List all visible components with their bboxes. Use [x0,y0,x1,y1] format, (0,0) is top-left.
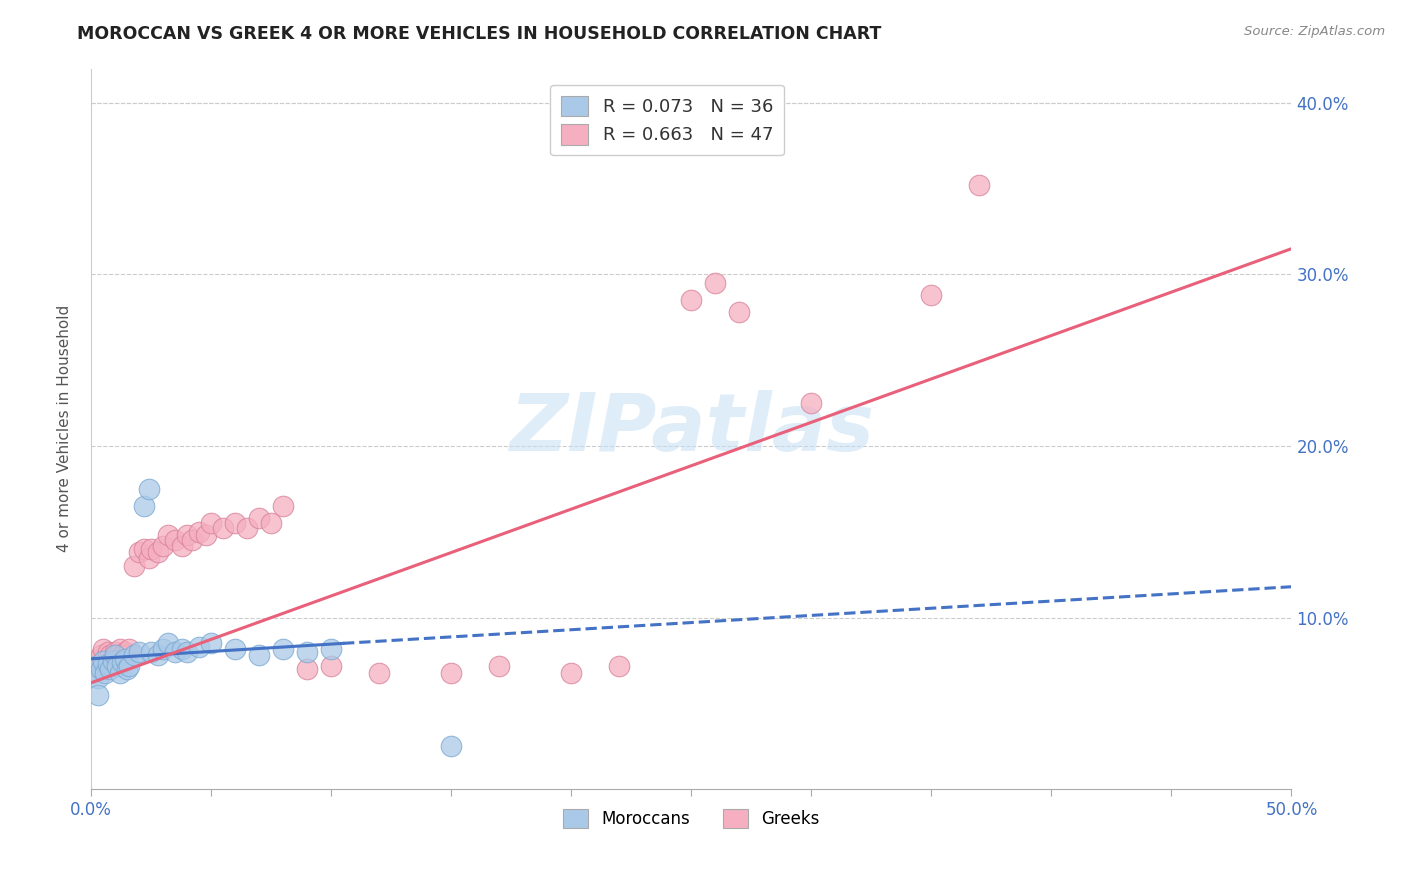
Point [90,662,112,676]
Point [176,645,198,659]
Point [114,652,136,666]
Point [271,641,294,656]
Text: Source: ZipAtlas.com: Source: ZipAtlas.com [1244,25,1385,38]
Y-axis label: 4 or more Vehicles in Household: 4 or more Vehicles in Household [58,305,72,552]
Point [138,550,160,565]
Point [146,545,169,559]
Point [84,658,107,673]
Point [188,524,211,539]
Point [295,645,318,659]
Point [115,648,138,663]
Point [152,641,174,656]
Point [138,482,160,496]
Text: ZIPatlas: ZIPatlas [509,390,873,468]
Point [440,665,463,680]
Point [108,665,131,680]
Point [87,658,110,673]
Point [163,533,186,548]
Point [122,559,145,574]
Point [560,665,582,680]
Point [488,658,510,673]
Point [295,662,318,676]
Point [247,648,270,663]
Point [271,499,294,513]
Point [139,645,162,659]
Point [97,657,120,671]
Point [118,658,141,673]
Point [97,645,120,659]
Point [111,655,134,669]
Point [132,499,155,513]
Point [440,739,463,754]
Point [200,516,222,531]
Point [108,641,131,656]
Point [152,539,174,553]
Point [728,305,751,319]
Point [224,516,246,531]
Point [172,539,194,553]
Point [163,645,186,659]
Point [90,648,112,663]
Point [319,658,342,673]
Point [607,658,630,673]
Point [122,648,145,663]
Point [105,658,128,673]
Legend: Moroccans, Greeks: Moroccans, Greeks [555,803,827,835]
Point [139,541,162,556]
Point [98,662,121,676]
Point [236,521,259,535]
Point [114,645,136,659]
Point [94,665,117,680]
Point [319,641,342,656]
Point [115,662,138,676]
Point [156,636,179,650]
Text: MOROCCAN VS GREEK 4 OR MORE VEHICLES IN HOUSEHOLD CORRELATION CHART: MOROCCAN VS GREEK 4 OR MORE VEHICLES IN … [77,25,882,43]
Point [156,528,179,542]
Point [128,645,150,659]
Point [176,528,198,542]
Point [91,653,114,667]
Point [91,641,114,656]
Point [188,640,211,654]
Point [224,641,246,656]
Point [195,528,218,542]
Point [969,178,991,193]
Point [172,641,194,656]
Point [94,653,117,667]
Point [101,653,124,667]
Point [247,511,270,525]
Point [87,688,110,702]
Point [800,396,823,410]
Point [200,636,222,650]
Point [146,648,169,663]
Point [212,521,235,535]
Point [82,665,104,680]
Point [104,645,127,659]
Point [111,648,134,663]
Point [98,648,121,663]
Point [681,293,703,308]
Point [180,533,202,548]
Point [87,671,110,685]
Point [920,288,942,302]
Point [260,516,283,531]
Point [84,653,107,667]
Point [132,541,155,556]
Point [128,545,150,559]
Point [368,665,391,680]
Point [118,641,141,656]
Point [704,276,727,290]
Point [104,648,127,663]
